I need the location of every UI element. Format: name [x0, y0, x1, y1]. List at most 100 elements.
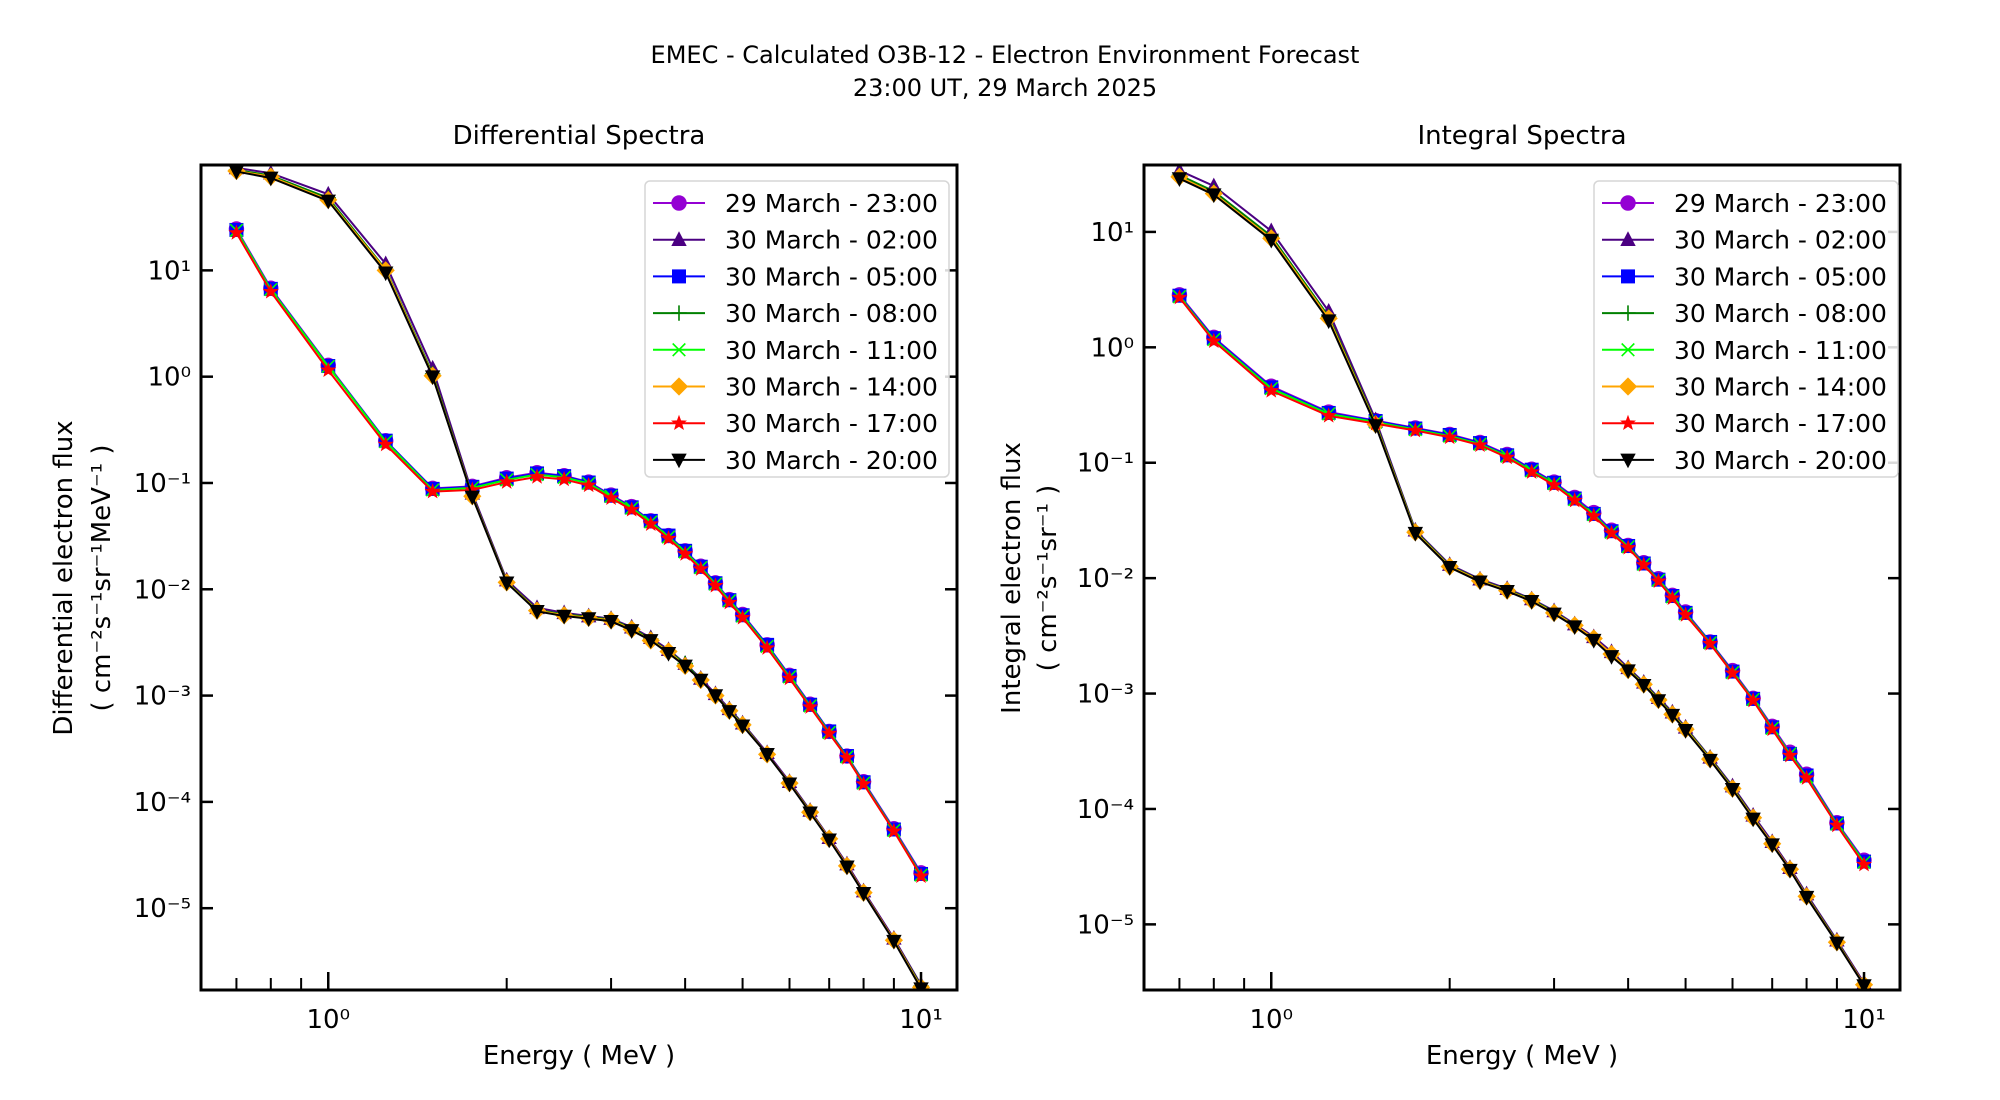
marker-triangle-down [759, 748, 775, 763]
marker-star [1856, 856, 1873, 872]
marker-star [734, 609, 751, 625]
marker-triangle-down [580, 612, 597, 627]
marker-triangle-down [1798, 890, 1815, 906]
marker-triangle-down [1620, 453, 1636, 469]
marker-star [1441, 428, 1458, 445]
marker-star [1724, 664, 1741, 681]
marker-star [228, 224, 245, 240]
y-tick-label: 10¹ [1090, 218, 1134, 248]
marker-triangle-down [556, 609, 572, 625]
marker-star [885, 822, 902, 838]
y-tick-label: 10⁻⁵ [1077, 910, 1134, 940]
marker-star [1635, 556, 1652, 572]
marker-triangle-down [623, 624, 640, 639]
marker-triangle-down [886, 934, 902, 950]
marker-triangle-up [671, 231, 687, 246]
figure-title: EMEC - Calculated O3B-12 - Electron Envi… [651, 41, 1360, 69]
legend-label: 30 March - 05:00 [1674, 262, 1887, 291]
marker-triangle-down [498, 576, 515, 592]
marker-star [692, 560, 709, 576]
marker-x [672, 342, 686, 357]
y-tick-label: 10¹ [147, 256, 191, 286]
legend-item: 29 March - 23:00 [653, 189, 938, 218]
marker-triangle-down [1523, 595, 1540, 610]
legend-item: 30 March - 20:00 [653, 446, 938, 475]
marker-triangle-down [1636, 678, 1652, 694]
marker-triangle-down [1546, 607, 1562, 623]
marker-triangle-down [1620, 664, 1636, 680]
marker-triangle-down [721, 705, 738, 720]
marker-triangle-down [1441, 561, 1458, 576]
legend-item: 30 March - 11:00 [1602, 336, 1887, 365]
marker-triangle-down [1407, 526, 1424, 542]
legend-item: 30 March - 11:00 [653, 336, 938, 365]
marker-triangle-down [529, 605, 545, 620]
series-30-march-20-00 [1171, 172, 1872, 990]
marker-circle [1620, 195, 1636, 211]
legend-label: 30 March - 14:00 [1674, 373, 1887, 402]
legend-label: 30 March - 11:00 [725, 336, 938, 365]
marker-star [1620, 539, 1637, 555]
marker-triangle-down [855, 887, 872, 902]
marker-star [464, 481, 481, 497]
marker-circle [671, 195, 687, 211]
marker-star [1499, 449, 1516, 465]
y-tick-label: 10⁰ [147, 363, 191, 393]
marker-triangle-down [1171, 172, 1188, 187]
integral-spectra-panel: Integral Spectra Energy ( MeV ) Integral… [997, 121, 1902, 1071]
legend-label: 30 March - 17:00 [725, 409, 938, 438]
y-tick-label: 10⁻³ [1077, 680, 1134, 710]
marker-triangle-down [802, 806, 818, 822]
marker-triangle-down [1472, 575, 1488, 591]
marker-triangle-down [734, 719, 751, 735]
marker-star [1828, 817, 1845, 833]
marker-star [1702, 635, 1719, 651]
marker-square [1621, 269, 1635, 284]
legend: 29 March - 23:00 30 March - 02:00 30 March… [1593, 180, 1899, 478]
marker-triangle-down [1566, 620, 1583, 636]
marker-star [498, 473, 515, 489]
marker-triangle-down [1745, 812, 1761, 828]
legend-item: 29 March - 23:00 [1602, 189, 1887, 218]
series-30-march-20-00 [228, 165, 929, 990]
legend-label: 30 March - 02:00 [1674, 226, 1887, 255]
y-axis-label: Differential electron flux [49, 420, 79, 735]
legend-item: 30 March - 08:00 [653, 299, 938, 328]
marker-star [1620, 414, 1636, 430]
marker-star [759, 639, 776, 655]
marker-star [781, 670, 798, 686]
marker-triangle-down [228, 165, 245, 180]
marker-triangle-down [1586, 633, 1602, 649]
differential-spectra-panel: Differential Spectra Energy ( MeV ) Diff… [49, 121, 959, 1071]
marker-star [838, 749, 855, 765]
legend-item: 30 March - 14:00 [653, 373, 938, 402]
y-tick-label: 10⁻² [134, 575, 191, 605]
figure-subtitle: 23:00 UT, 29 March 2025 [853, 74, 1157, 102]
legend-label: 30 March - 02:00 [725, 226, 938, 255]
y-tick-label: 10⁻⁵ [134, 894, 191, 924]
marker-star [1407, 422, 1424, 438]
legend-item: 30 March - 17:00 [1602, 409, 1887, 438]
marker-triangle-down [464, 490, 481, 506]
marker-triangle-down [1367, 419, 1384, 434]
x-axis-label: Energy ( MeV ) [1426, 1041, 1618, 1071]
legend-label: 29 March - 23:00 [1674, 189, 1887, 218]
marker-star [377, 436, 394, 452]
marker-star [529, 468, 545, 484]
marker-star [721, 594, 738, 610]
legend-label: 30 March - 08:00 [1674, 299, 1887, 328]
marker-star [671, 414, 687, 430]
marker-triangle-down [693, 673, 709, 689]
marker-triangle-down [1320, 314, 1337, 330]
legend-frame [644, 180, 950, 478]
marker-star [1650, 572, 1667, 589]
plot-area: 10¹ 10⁰ 10⁻¹ 10⁻² 10⁻³ 10⁻⁴ 10⁻⁵ 10⁰ 10¹ 29 March… [1077, 163, 1902, 1035]
y-tick-label: 10⁻⁴ [1077, 795, 1134, 825]
marker-star [1585, 507, 1602, 523]
y-tick-label: 10⁻⁴ [134, 788, 191, 818]
marker-triangle-down [1664, 708, 1681, 724]
x-axis-label: Energy ( MeV ) [483, 1041, 675, 1071]
marker-triangle-down [1499, 584, 1515, 600]
marker-star [1664, 589, 1681, 606]
y-tick-label: 10⁰ [1090, 333, 1134, 363]
